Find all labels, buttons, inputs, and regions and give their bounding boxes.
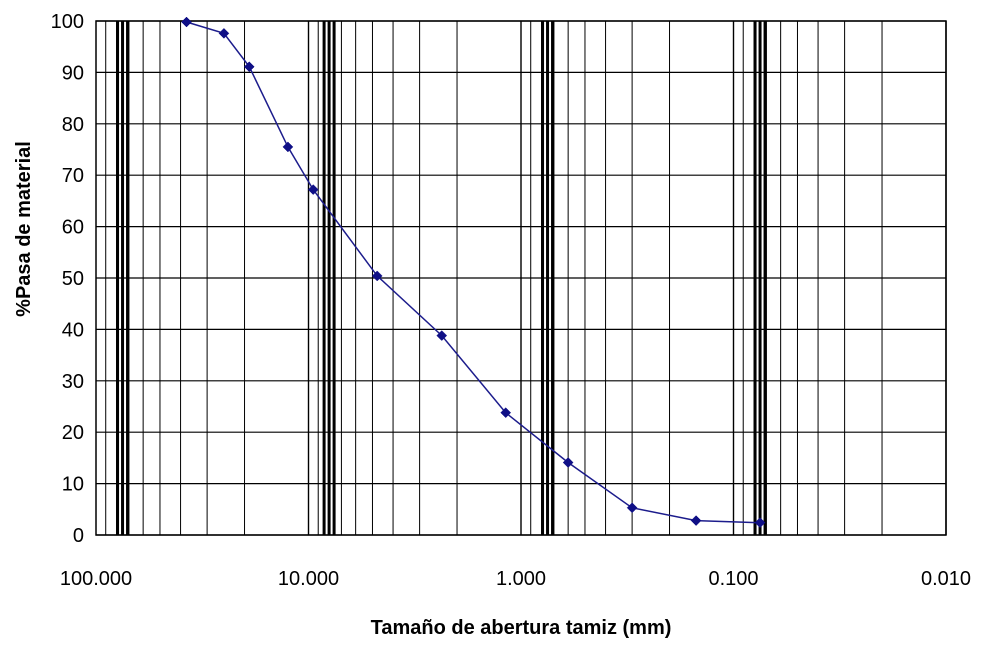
data-point — [754, 517, 766, 529]
y-tick-label: 60 — [62, 217, 84, 239]
y-tick-label: 20 — [62, 422, 84, 444]
x-tick-label: 0.010 — [921, 568, 971, 590]
x-tick-label: 1.000 — [496, 568, 546, 590]
data-point — [371, 270, 383, 282]
x-axis-title: Tamaño de abertura tamiz (mm) — [371, 617, 672, 639]
x-tick-label: 0.100 — [708, 568, 758, 590]
y-tick-label: 40 — [62, 319, 84, 341]
data-point — [282, 141, 294, 153]
data-point — [690, 515, 702, 526]
data-point — [181, 16, 192, 28]
y-tick-label: 10 — [62, 474, 84, 496]
plot-border — [95, 20, 947, 536]
y-tick-label: 0 — [73, 525, 84, 547]
data-point — [626, 502, 638, 514]
plot-frame — [95, 20, 947, 536]
y-tick-label: 90 — [62, 62, 84, 84]
grid — [96, 20, 947, 536]
y-tick-label: 100 — [51, 11, 84, 33]
data-point — [307, 184, 319, 195]
data-point — [562, 457, 574, 468]
y-axis-title: %Pasa de material — [13, 141, 35, 317]
y-tick-label: 50 — [62, 268, 84, 290]
series-group — [181, 16, 766, 529]
data-point — [218, 27, 230, 39]
y-tick-label: 70 — [62, 165, 84, 187]
emphasized-sieve-lines — [116, 21, 767, 535]
data-point — [500, 407, 512, 419]
data-point — [243, 61, 255, 73]
y-axis-ticks: 0 10 20 30 40 50 60 70 80 90 100 — [51, 11, 84, 547]
x-axis-ticks: 100.000 10.000 1.000 0.100 0.010 — [60, 568, 971, 590]
y-tick-label: 30 — [62, 371, 84, 393]
series-line — [186, 21, 761, 524]
x-tick-label: 100.000 — [60, 568, 132, 590]
x-tick-label: 10.000 — [278, 568, 339, 590]
y-tick-label: 80 — [62, 114, 84, 136]
data-point — [436, 330, 448, 341]
